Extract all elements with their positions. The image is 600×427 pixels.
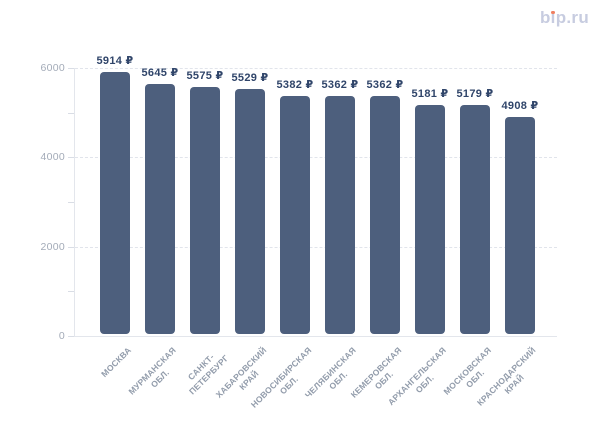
bar-НОВОСИБИРСКАЯ ОБЛ. [280, 95, 310, 334]
y-axis-label-0: 0 [58, 330, 65, 342]
gridline-6000 [75, 68, 557, 69]
bar-КРАСНОДАРСКИЙ КРАЙ [505, 116, 535, 334]
bar-МУРМАНСКАЯ ОБЛ. [145, 83, 175, 334]
y-axis-line [74, 68, 75, 336]
bar-chart-plot-area: 0 2000 4000 6000 5914 ₽ МОСКВА 5645 ₽ МУРМАНСКА… [40, 55, 557, 410]
logo-label: bip.ru [539, 8, 589, 27]
bip-ru-logo[interactable]: bip.ru [540, 8, 589, 28]
bar-value-label: 5382 ₽ [276, 78, 314, 91]
y-axis-tick-1000 [68, 291, 74, 293]
x-axis-line [74, 336, 557, 337]
bar-САНКТ- ПЕТЕРБУРГ [190, 86, 220, 334]
bar-value-label: 5529 ₽ [231, 72, 269, 85]
bar-value-label: 5362 ₽ [366, 79, 404, 92]
bar-МОСКВА [100, 71, 130, 334]
y-axis-label-2000: 2000 [40, 240, 65, 253]
bar-МОСКОВСКАЯ ОБЛ. [460, 104, 490, 334]
y-axis-tick-0 [68, 336, 74, 337]
y-axis-tick-4000 [68, 157, 74, 159]
bar-ЧЕЛЯБИНСКАЯ ОБЛ. [325, 96, 355, 334]
gridline-4000 [75, 157, 557, 159]
bar-value-label: 5362 ₽ [321, 79, 359, 92]
bar-value-label: 4908 ₽ [501, 99, 539, 112]
x-axis-label: МУРМАНСКАЯ ОБЛ. [126, 345, 179, 397]
bar-ХАБАРОВСКИЙ КРАЙ [235, 89, 265, 334]
bar-value-label: 5914 ₽ [96, 54, 134, 67]
bar-value-label: 5575 ₽ [186, 69, 224, 82]
gridline-2000 [75, 246, 557, 248]
bar-АРХАНГЕЛЬСКАЯ ОБЛ. [415, 104, 445, 334]
bar-value-label: 5179 ₽ [456, 87, 494, 100]
bip-ru-logo-text: bip.ru [540, 8, 589, 28]
logo-i-dot [550, 10, 555, 15]
y-axis-label-4000: 4000 [40, 151, 65, 164]
bar-value-label: 5181 ₽ [411, 87, 449, 100]
bar-КЕМЕРОВСКАЯ ОБЛ. [370, 96, 400, 334]
x-axis-label: МОСКВА [99, 345, 134, 379]
y-axis-label-6000: 6000 [40, 62, 65, 74]
y-axis-tick-3000 [68, 202, 74, 203]
y-axis-tick-5000 [68, 112, 74, 114]
y-axis-tick-2000 [68, 246, 74, 248]
bar-value-label: 5645 ₽ [141, 66, 179, 79]
y-axis-tick-6000 [68, 68, 74, 69]
